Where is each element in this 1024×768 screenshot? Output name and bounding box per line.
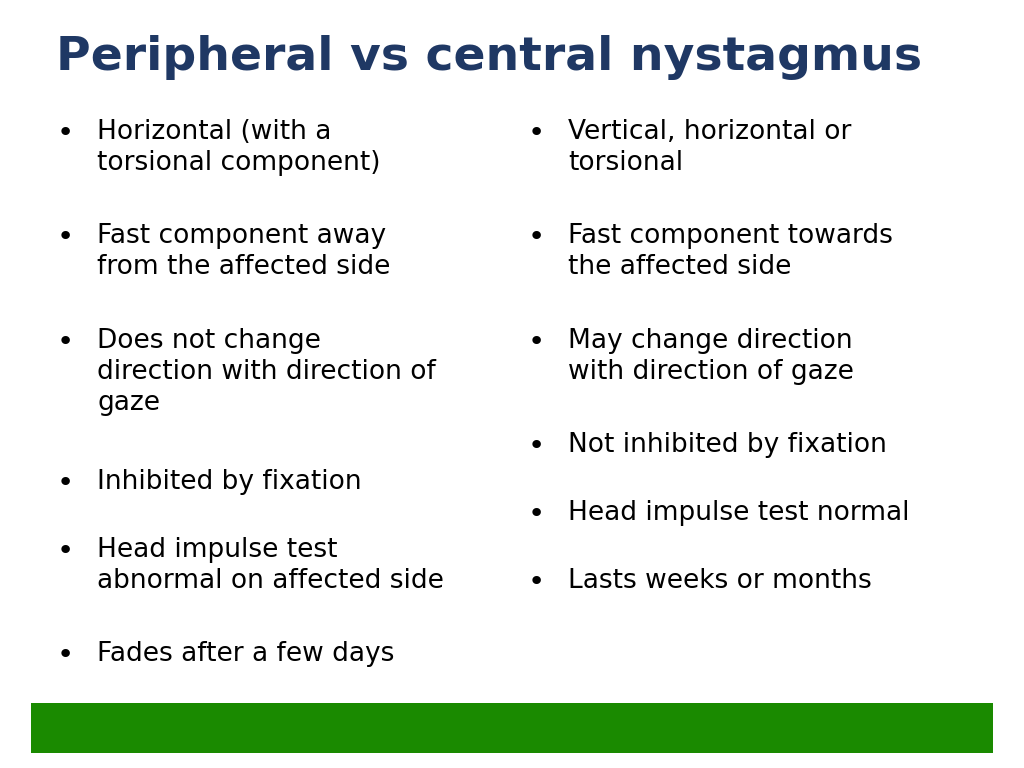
Text: Horizontal (with a
torsional component): Horizontal (with a torsional component)	[97, 119, 381, 176]
Text: Not inhibited by fixation: Not inhibited by fixation	[568, 432, 887, 458]
Text: May change direction
with direction of gaze: May change direction with direction of g…	[568, 328, 854, 385]
Text: •: •	[56, 641, 74, 669]
Text: Peripheral vs central nystagmus: Peripheral vs central nystagmus	[56, 35, 923, 80]
Text: •: •	[527, 500, 545, 528]
Text: •: •	[527, 568, 545, 595]
Text: •: •	[56, 328, 74, 356]
Text: Inhibited by fixation: Inhibited by fixation	[97, 469, 361, 495]
FancyBboxPatch shape	[31, 703, 993, 753]
Text: •: •	[527, 432, 545, 460]
Text: Lasts weeks or months: Lasts weeks or months	[568, 568, 872, 594]
Text: •: •	[56, 537, 74, 564]
Text: Head impulse test
abnormal on affected side: Head impulse test abnormal on affected s…	[97, 537, 444, 594]
Text: •: •	[56, 119, 74, 147]
Text: •: •	[527, 223, 545, 251]
Text: •: •	[527, 119, 545, 147]
Text: Vertical, horizontal or
torsional: Vertical, horizontal or torsional	[568, 119, 852, 176]
Text: Fast component towards
the affected side: Fast component towards the affected side	[568, 223, 893, 280]
Text: Fades after a few days: Fades after a few days	[97, 641, 394, 667]
Text: •: •	[527, 328, 545, 356]
Text: Fast component away
from the affected side: Fast component away from the affected si…	[97, 223, 390, 280]
Text: Does not change
direction with direction of
gaze: Does not change direction with direction…	[97, 328, 436, 416]
Text: Head impulse test normal: Head impulse test normal	[568, 500, 909, 526]
Text: •: •	[56, 223, 74, 251]
Text: •: •	[56, 469, 74, 497]
